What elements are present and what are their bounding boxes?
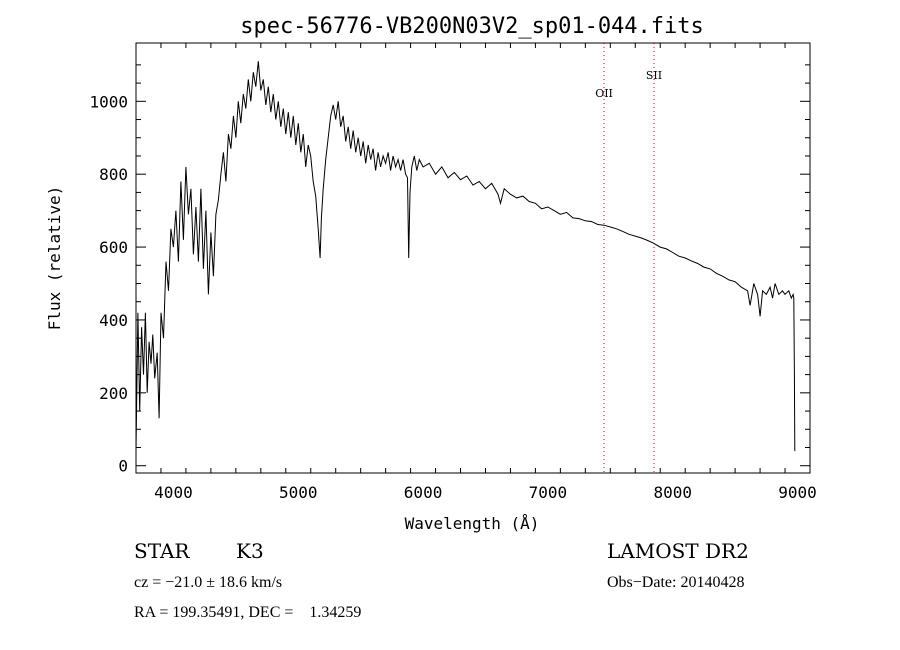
- x-tick-label: 8000: [653, 483, 692, 502]
- y-tick-label: 200: [99, 384, 128, 403]
- y-axis-label: Flux (relative): [45, 186, 64, 331]
- line-markers: OII SII: [595, 43, 662, 473]
- x-tick-label: 6000: [404, 483, 443, 502]
- object-type: STAR: [134, 539, 190, 563]
- plot-frame: [135, 42, 811, 474]
- x-tick-label: 5000: [279, 483, 318, 502]
- coordinates-line: RA = 199.35491, DEC = 1.34259: [134, 604, 362, 621]
- x-axis-label: Wavelength (Å): [405, 514, 540, 533]
- obs-date: Obs−Date: 20140428: [607, 574, 745, 591]
- axis-ticks: 4000 5000 6000 7000 8000 9000 0 200 400 600 800 100…: [89, 43, 817, 502]
- x-tick-label: 7000: [529, 483, 568, 502]
- spectral-subclass: K3: [236, 539, 264, 563]
- x-tick-label: 9000: [778, 483, 817, 502]
- y-tick-label: 0: [118, 457, 128, 476]
- survey-name: LAMOST DR2: [607, 539, 749, 563]
- chart-title: spec-56776-VB200N03V2_sp01-044.fits: [240, 14, 704, 39]
- y-tick-label: 1000: [89, 92, 128, 111]
- y-tick-label: 600: [99, 238, 128, 257]
- line-marker-label: OII: [595, 87, 613, 100]
- redshift-line: cz = −21.0 ± 18.6 km/s: [134, 574, 283, 591]
- x-tick-label: 4000: [154, 483, 193, 502]
- line-marker-label: SII: [646, 69, 662, 82]
- spectrum-line: [135, 61, 796, 452]
- y-tick-label: 400: [99, 311, 128, 330]
- y-tick-label: 800: [99, 165, 128, 184]
